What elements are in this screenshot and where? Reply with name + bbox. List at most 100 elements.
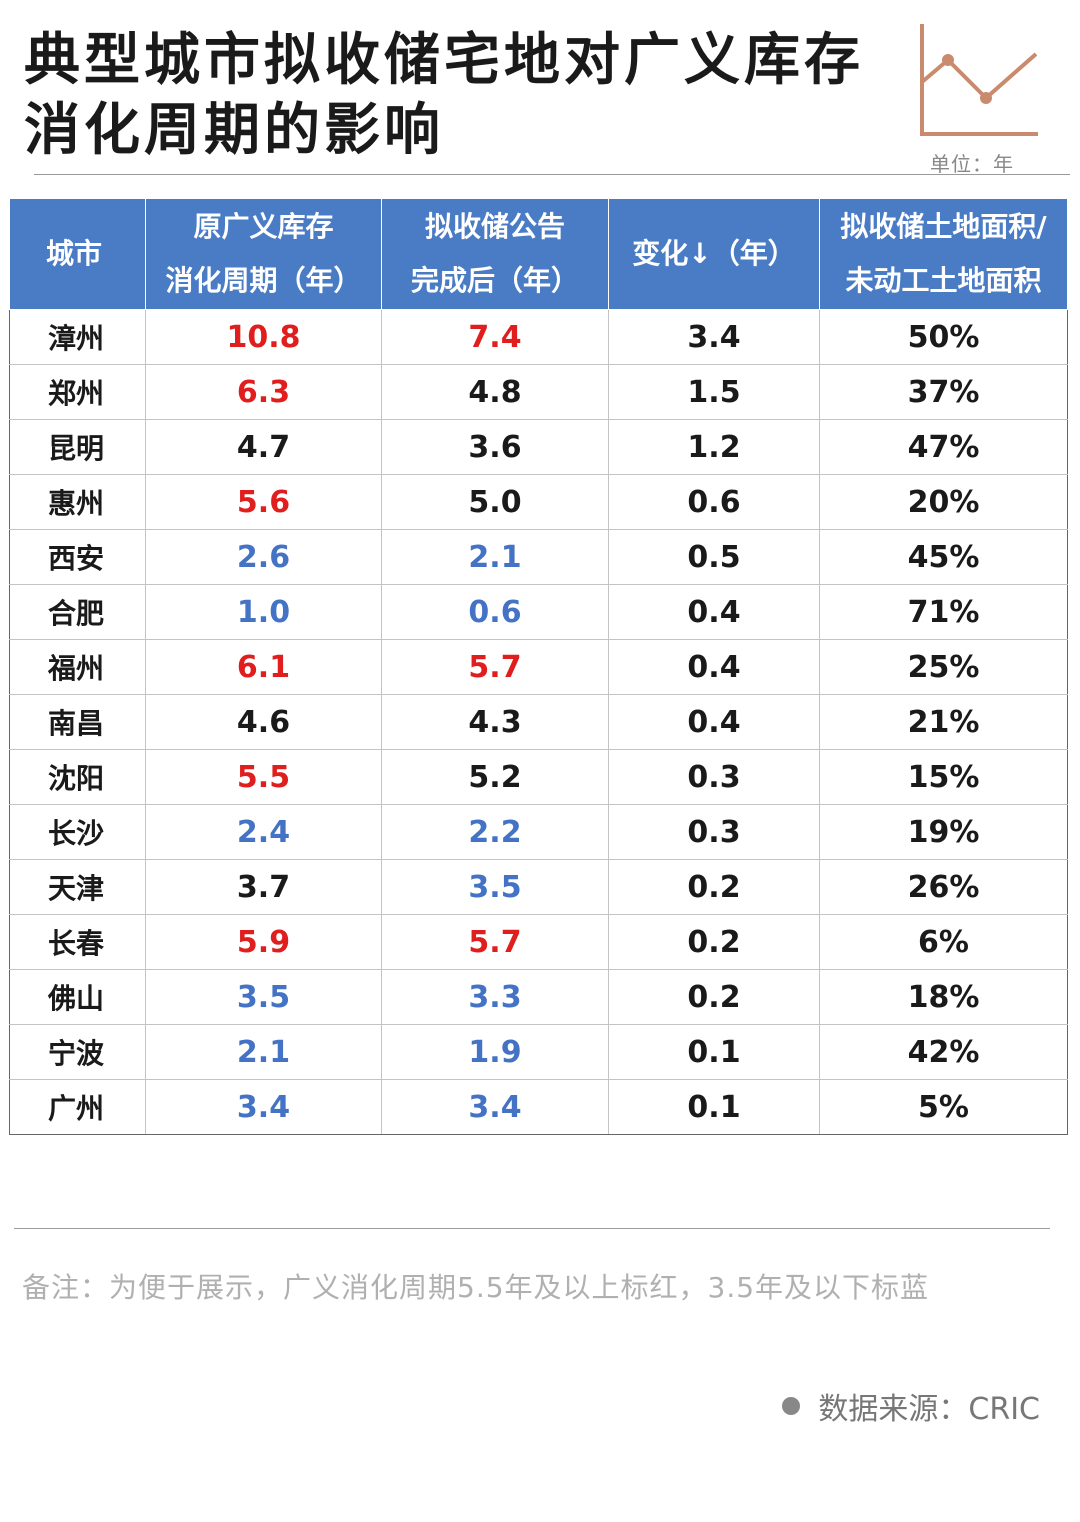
- column-header: 拟收储公告 完成后（年）: [381, 198, 609, 310]
- table-row: 长春 5.9 5.7 0.2 6%: [9, 914, 1068, 970]
- change-cell: 0.6: [608, 474, 820, 530]
- ratio-cell: 25%: [819, 639, 1068, 695]
- original-cycle-cell: 5.5: [145, 749, 382, 805]
- ratio-cell: 15%: [819, 749, 1068, 805]
- after-cycle-cell: 4.8: [381, 364, 609, 420]
- table-row: 天津 3.7 3.5 0.2 26%: [9, 859, 1068, 915]
- after-cycle-cell: 0.6: [381, 584, 609, 640]
- ratio-cell: 18%: [819, 969, 1068, 1025]
- after-cycle-cell: 5.0: [381, 474, 609, 530]
- original-cycle-cell: 4.6: [145, 694, 382, 750]
- ratio-cell: 21%: [819, 694, 1068, 750]
- city-cell: 广州: [9, 1079, 146, 1135]
- after-cycle-cell: 3.5: [381, 859, 609, 915]
- change-cell: 0.3: [608, 749, 820, 805]
- city-cell: 佛山: [9, 969, 146, 1025]
- change-cell: 3.4: [608, 309, 820, 365]
- original-cycle-cell: 3.5: [145, 969, 382, 1025]
- after-cycle-cell: 5.7: [381, 914, 609, 970]
- after-cycle-cell: 1.9: [381, 1024, 609, 1080]
- unit-label: 单位：年: [930, 152, 1014, 176]
- change-cell: 0.2: [608, 859, 820, 915]
- ratio-cell: 26%: [819, 859, 1068, 915]
- change-cell: 0.3: [608, 804, 820, 860]
- city-cell: 西安: [9, 529, 146, 585]
- original-cycle-cell: 6.1: [145, 639, 382, 695]
- original-cycle-cell: 1.0: [145, 584, 382, 640]
- original-cycle-cell: 2.6: [145, 529, 382, 585]
- city-cell: 天津: [9, 859, 146, 915]
- original-cycle-cell: 5.9: [145, 914, 382, 970]
- change-cell: 1.5: [608, 364, 820, 420]
- title-divider: [34, 174, 1070, 175]
- city-cell: 南昌: [9, 694, 146, 750]
- table-row: 福州 6.1 5.7 0.4 25%: [9, 639, 1068, 695]
- ratio-cell: 47%: [819, 419, 1068, 475]
- city-cell: 沈阳: [9, 749, 146, 805]
- after-cycle-cell: 3.6: [381, 419, 609, 475]
- original-cycle-cell: 3.4: [145, 1079, 382, 1135]
- table-row: 合肥 1.0 0.6 0.4 71%: [9, 584, 1068, 640]
- ratio-cell: 37%: [819, 364, 1068, 420]
- original-cycle-cell: 3.7: [145, 859, 382, 915]
- city-cell: 长春: [9, 914, 146, 970]
- table-row: 宁波 2.1 1.9 0.1 42%: [9, 1024, 1068, 1080]
- after-cycle-cell: 7.4: [381, 309, 609, 365]
- original-cycle-cell: 4.7: [145, 419, 382, 475]
- after-cycle-cell: 2.1: [381, 529, 609, 585]
- after-cycle-cell: 3.3: [381, 969, 609, 1025]
- ratio-cell: 50%: [819, 309, 1068, 365]
- after-cycle-cell: 3.4: [381, 1079, 609, 1135]
- city-cell: 郑州: [9, 364, 146, 420]
- change-cell: 0.4: [608, 584, 820, 640]
- change-cell: 0.1: [608, 1024, 820, 1080]
- ratio-cell: 5%: [819, 1079, 1068, 1135]
- original-cycle-cell: 5.6: [145, 474, 382, 530]
- after-cycle-cell: 4.3: [381, 694, 609, 750]
- bottom-divider: [14, 1228, 1050, 1229]
- table-row: 南昌 4.6 4.3 0.4 21%: [9, 694, 1068, 750]
- city-cell: 漳州: [9, 309, 146, 365]
- change-cell: 0.1: [608, 1079, 820, 1135]
- city-cell: 宁波: [9, 1024, 146, 1080]
- change-cell: 0.2: [608, 914, 820, 970]
- table-row: 佛山 3.5 3.3 0.2 18%: [9, 969, 1068, 1025]
- data-source: 数据来源：CRIC: [782, 1384, 1040, 1428]
- ratio-cell: 45%: [819, 529, 1068, 585]
- original-cycle-cell: 6.3: [145, 364, 382, 420]
- ratio-cell: 71%: [819, 584, 1068, 640]
- change-cell: 0.4: [608, 694, 820, 750]
- column-header: 城市: [9, 198, 146, 310]
- change-cell: 1.2: [608, 419, 820, 475]
- table-row: 长沙 2.4 2.2 0.3 19%: [9, 804, 1068, 860]
- city-cell: 昆明: [9, 419, 146, 475]
- change-cell: 0.5: [608, 529, 820, 585]
- table-row: 西安 2.6 2.1 0.5 45%: [9, 529, 1068, 585]
- city-cell: 长沙: [9, 804, 146, 860]
- city-cell: 福州: [9, 639, 146, 695]
- table-row: 漳州 10.8 7.4 3.4 50%: [9, 309, 1068, 365]
- original-cycle-cell: 2.4: [145, 804, 382, 860]
- original-cycle-cell: 2.1: [145, 1024, 382, 1080]
- city-cell: 惠州: [9, 474, 146, 530]
- table-row: 沈阳 5.5 5.2 0.3 15%: [9, 749, 1068, 805]
- data-table: 城市 原广义库存 消化周期（年） 拟收储公告 完成后（年） 变化↓（年） 拟收储土地面积/未…: [9, 198, 1068, 1135]
- source-label: 数据来源：CRIC: [818, 1392, 1040, 1427]
- column-header: 变化↓（年）: [608, 198, 820, 310]
- line-chart-icon: [920, 24, 1038, 136]
- ratio-cell: 19%: [819, 804, 1068, 860]
- original-cycle-cell: 10.8: [145, 309, 382, 365]
- table-row: 昆明 4.7 3.6 1.2 47%: [9, 419, 1068, 475]
- ratio-cell: 6%: [819, 914, 1068, 970]
- city-cell: 合肥: [9, 584, 146, 640]
- table-row: 惠州 5.6 5.0 0.6 20%: [9, 474, 1068, 530]
- after-cycle-cell: 2.2: [381, 804, 609, 860]
- change-cell: 0.2: [608, 969, 820, 1025]
- table-body: 漳州 10.8 7.4 3.4 50% 郑州 6.3 4.8 1.5 37% 昆明 4.7 3.6 1.2…: [9, 309, 1068, 1135]
- table-row: 广州 3.4 3.4 0.1 5%: [9, 1079, 1068, 1135]
- after-cycle-cell: 5.2: [381, 749, 609, 805]
- page-title: 典型城市拟收储宅地对广义库存消化周期的影响: [24, 28, 864, 163]
- footnote: 备注：为便于展示，广义消化周期5.5年及以上标红，3.5年及以下标蓝: [22, 1271, 930, 1304]
- table-header-row: 城市 原广义库存 消化周期（年） 拟收储公告 完成后（年） 变化↓（年） 拟收储土地面积/未…: [9, 198, 1068, 310]
- ratio-cell: 42%: [819, 1024, 1068, 1080]
